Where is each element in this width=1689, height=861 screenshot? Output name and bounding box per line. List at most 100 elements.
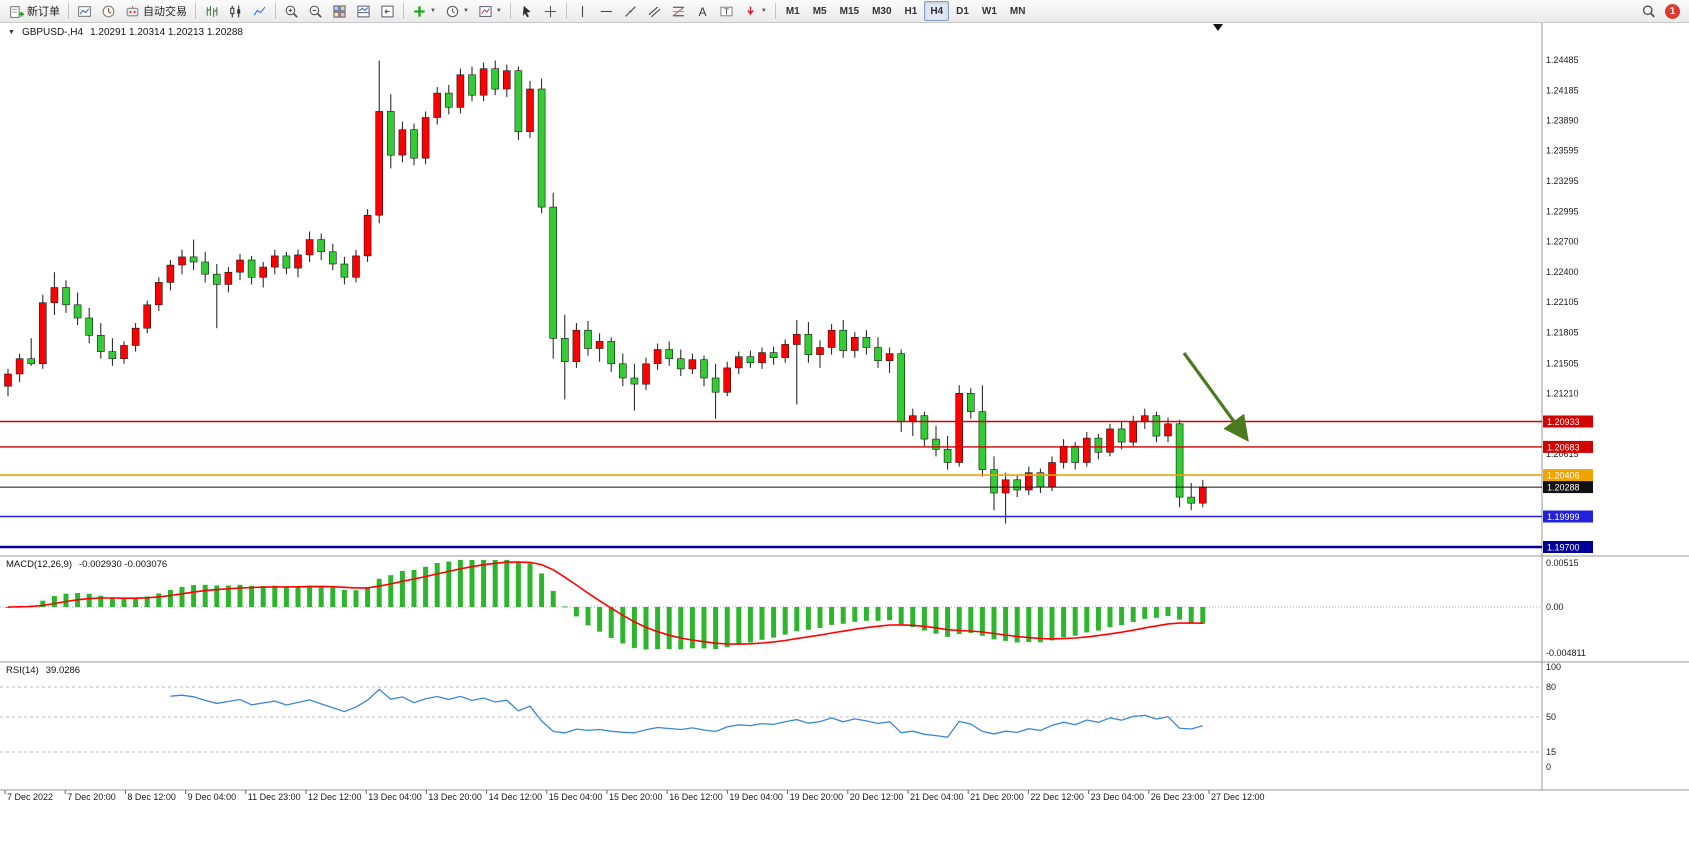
- svg-text:15 Dec 20:00: 15 Dec 20:00: [609, 792, 663, 802]
- periods-icon: [445, 4, 460, 19]
- svg-text:1.19700: 1.19700: [1547, 543, 1580, 553]
- button-label: M30: [872, 5, 892, 17]
- symbol-dropdown-icon[interactable]: ▼: [8, 29, 15, 36]
- chart-bars-icon: [204, 4, 219, 19]
- open-chart-button[interactable]: [73, 1, 96, 21]
- add-ind-icon: [412, 4, 427, 19]
- svg-text:A: A: [698, 5, 706, 18]
- svg-text:22 Dec 12:00: 22 Dec 12:00: [1030, 792, 1084, 802]
- toolbar-separator: [195, 3, 196, 19]
- channel-tool-button[interactable]: [643, 1, 666, 21]
- periods-button[interactable]: ▼: [441, 1, 473, 21]
- svg-text:1.21210: 1.21210: [1546, 388, 1579, 398]
- profiles-icon: [101, 4, 116, 19]
- toolbar-separator: [565, 3, 567, 19]
- price-tag: [1543, 481, 1593, 494]
- toolbar-separator: [275, 3, 276, 19]
- svg-text:12 Dec 12:00: 12 Dec 12:00: [308, 792, 362, 802]
- notification-badge[interactable]: 1: [1665, 3, 1680, 19]
- vertical-line-tool-button[interactable]: [571, 1, 594, 21]
- rsi-value: 39.0286: [45, 665, 81, 676]
- price-axis[interactable]: 1.24485 1.24185 1.23890 1.23595 1.23295 1.229…: [1546, 55, 1579, 459]
- autotrade-icon: [125, 4, 140, 19]
- label-icon: T: [719, 4, 734, 19]
- templates-button[interactable]: ▼: [474, 1, 506, 21]
- svg-text:13 Dec 04:00: 13 Dec 04:00: [368, 792, 422, 802]
- trend-arrow[interactable]: [1182, 352, 1249, 442]
- arrows-tool-button[interactable]: ▼: [739, 1, 771, 21]
- svg-text:1.20615: 1.20615: [1546, 449, 1579, 459]
- rsi-axis[interactable]: 100 80 50 15 0: [1546, 662, 1561, 772]
- svg-text:15: 15: [1546, 747, 1556, 757]
- macd-label: MACD(12,26,9) -0.002930 -0.003076: [6, 559, 167, 570]
- add-indicator-button[interactable]: ▼: [408, 1, 440, 21]
- cursor-tool-button[interactable]: [515, 1, 538, 21]
- time-axis[interactable]: 7 Dec 2022 7 Dec 20:00 8 Dec 12:00 9 Dec 04…: [4, 790, 1265, 802]
- fibo-icon: [671, 4, 686, 19]
- timeframe-h4-button[interactable]: H4: [924, 1, 950, 21]
- tile-windows-button[interactable]: [328, 1, 351, 21]
- chart-shift-button[interactable]: [376, 1, 399, 21]
- timeframe-h1-button[interactable]: H1: [899, 1, 924, 21]
- macd-axis[interactable]: 0.00515 0.00 -0.004811: [1546, 558, 1586, 658]
- svg-text:1.21505: 1.21505: [1546, 358, 1579, 368]
- timeframe-mn-button[interactable]: MN: [1004, 1, 1032, 21]
- svg-text:1.23890: 1.23890: [1546, 116, 1579, 126]
- svg-text:14 Dec 12:00: 14 Dec 12:00: [489, 792, 543, 802]
- text-tool-button[interactable]: A: [691, 1, 714, 21]
- macd-values: -0.002930 -0.003076: [79, 559, 168, 570]
- crosshair-tool-button[interactable]: [539, 1, 562, 21]
- toolbar-separator: [68, 3, 69, 19]
- svg-text:1.22995: 1.22995: [1546, 207, 1579, 217]
- search-button[interactable]: [1637, 1, 1660, 21]
- fibonacci-tool-button[interactable]: [667, 1, 690, 21]
- arrows-icon: [743, 4, 758, 19]
- horizontal-line-tool-button[interactable]: [595, 1, 618, 21]
- svg-text:100: 100: [1546, 662, 1561, 672]
- text-icon: A: [695, 4, 710, 19]
- svg-text:19 Dec 20:00: 19 Dec 20:00: [790, 792, 844, 802]
- svg-text:16 Dec 12:00: 16 Dec 12:00: [669, 792, 723, 802]
- button-label: W1: [981, 5, 997, 17]
- svg-text:0.00: 0.00: [1546, 602, 1564, 612]
- chart-scroll-marker[interactable]: [1213, 24, 1223, 31]
- dropdown-caret-icon: ▼: [462, 8, 469, 14]
- symbol-period-text: GBPUSD-,H4: [21, 27, 84, 38]
- svg-text:1.22105: 1.22105: [1546, 297, 1579, 307]
- zoom-out-button[interactable]: [304, 1, 327, 21]
- zoom-in-button[interactable]: [280, 1, 303, 21]
- ohlc-values: 1.20291 1.20314 1.20213 1.20288: [90, 27, 243, 38]
- timeframe-m30-button[interactable]: M30: [866, 1, 897, 21]
- timeframe-d1-button[interactable]: D1: [950, 1, 975, 21]
- trendline-tool-button[interactable]: [619, 1, 642, 21]
- dropdown-caret-icon: ▼: [430, 8, 436, 14]
- macd-name: MACD(12,26,9): [6, 559, 72, 570]
- search-icon: [1641, 4, 1656, 19]
- timeframe-m15-button[interactable]: M15: [834, 1, 865, 21]
- timeframe-m1-button[interactable]: M1: [780, 1, 806, 21]
- svg-text:1.20933: 1.20933: [1547, 417, 1580, 427]
- arrange-windows-button[interactable]: [352, 1, 375, 21]
- svg-text:80: 80: [1546, 682, 1556, 692]
- button-label: MN: [1009, 5, 1026, 17]
- svg-text:20 Dec 12:00: 20 Dec 12:00: [850, 792, 904, 802]
- svg-text:T: T: [724, 6, 730, 16]
- label-tool-button[interactable]: T: [715, 1, 738, 21]
- template-icon: [478, 4, 493, 19]
- bar-chart-type-button[interactable]: [200, 1, 223, 21]
- timeframe-m5-button[interactable]: M5: [807, 1, 833, 21]
- price-tag: [1543, 415, 1593, 428]
- candle-chart-type-button[interactable]: [224, 1, 247, 21]
- price-tag: [1543, 440, 1593, 453]
- line-chart-type-button[interactable]: [248, 1, 271, 21]
- macd-signal-line: [7, 561, 1203, 645]
- svg-text:21 Dec 20:00: 21 Dec 20:00: [970, 792, 1024, 802]
- auto-trading-button[interactable]: 自动交易: [121, 1, 191, 21]
- profiles-button[interactable]: [97, 1, 120, 21]
- new-order-button[interactable]: 新订单: [5, 1, 64, 21]
- cursor-icon: [519, 4, 534, 19]
- toolbar-separator: [403, 3, 404, 19]
- timeframe-w1-button[interactable]: W1: [976, 1, 1003, 21]
